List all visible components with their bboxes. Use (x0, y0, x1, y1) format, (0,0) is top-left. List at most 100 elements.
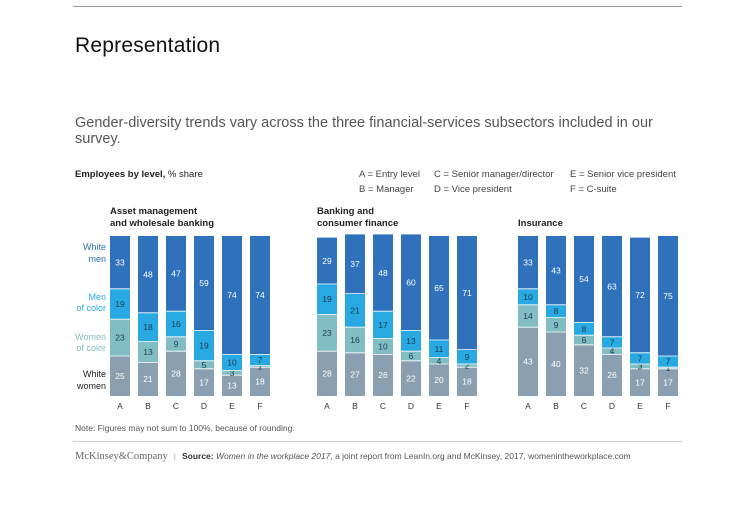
bar-segment-2-D-women-of-color (401, 351, 421, 361)
data-label-2-A-men-of-color: 19 (322, 294, 332, 304)
data-label-1-A-men-of-color: 19 (115, 299, 125, 309)
bar-segment-1-E-men-of-color (222, 354, 242, 371)
legend-d: D = Vice president (434, 184, 512, 195)
bar-segment-2-B-men-of-color (345, 293, 365, 328)
x-tick-2-B: B (352, 401, 358, 411)
bar-segment-2-E-white-men (429, 236, 449, 340)
bar-segment-2-E-women-of-color (429, 357, 449, 364)
bar-segment-2-F-white-women (457, 367, 477, 396)
data-label-3-E-women-of-color: 3 (638, 361, 643, 371)
footer: McKinsey&Company | Source: Women in the wo… (75, 451, 631, 462)
data-label-1-F-women-of-color: 1 (258, 361, 263, 371)
data-label-2-E-white-men: 65 (434, 283, 444, 293)
bar-segment-1-B-women-of-color (138, 341, 158, 363)
data-label-3-C-men-of-color: 8 (582, 324, 587, 334)
series-label-white-men: White (83, 242, 106, 252)
x-tick-1-D: D (201, 401, 207, 411)
series-label-women-of-color: Women (75, 332, 106, 342)
bar-segment-2-A-white-men (317, 237, 337, 284)
bar-segment-1-B-white-men (138, 236, 158, 313)
data-label-3-F-women-of-color: 1 (666, 363, 671, 373)
data-label-2-F-women-of-color: 2 (465, 361, 470, 371)
bar-segment-1-D-men-of-color (194, 330, 214, 361)
legend-c: C = Senior manager/director (434, 169, 554, 180)
bar-segment-2-D-men-of-color (401, 330, 421, 352)
mckinsey-logo: McKinsey&Company (75, 451, 168, 462)
bar-segment-1-F-white-men (250, 236, 270, 355)
footer-rule (73, 441, 682, 442)
data-label-1-D-women-of-color: 5 (202, 360, 207, 370)
bar-segment-2-B-women-of-color (345, 327, 365, 353)
bar-segment-3-D-white-women (602, 354, 622, 396)
bar-segment-3-C-men-of-color (574, 322, 594, 336)
data-label-1-A-white-men: 33 (115, 257, 125, 267)
series-label-white-women: White (83, 369, 106, 379)
data-label-2-A-women-of-color: 23 (322, 328, 332, 338)
bar-segment-1-F-white-women (250, 367, 270, 396)
data-label-1-E-men-of-color: 10 (227, 357, 237, 367)
data-label-3-B-white-men: 43 (551, 265, 561, 275)
data-label-1-A-women-of-color: 23 (115, 333, 125, 343)
data-label-2-C-white-women: 26 (378, 370, 388, 380)
panel-title-2-line2: consumer finance (317, 218, 398, 229)
series-label-white-women-line2: women (76, 381, 106, 391)
data-label-2-B-women-of-color: 16 (350, 335, 360, 345)
data-label-1-C-men-of-color: 16 (171, 319, 181, 329)
data-label-3-A-women-of-color: 14 (523, 311, 533, 321)
data-label-2-A-white-women: 28 (322, 369, 332, 379)
y-axis-label-rest: % share (165, 169, 203, 180)
x-tick-1-B: B (145, 401, 151, 411)
data-label-1-B-men-of-color: 18 (143, 322, 153, 332)
bar-segment-3-C-white-women (574, 344, 594, 396)
bar-segment-3-F-men-of-color (658, 356, 678, 368)
data-label-1-F-white-men: 74 (255, 290, 265, 300)
data-label-1-B-white-women: 21 (143, 374, 153, 384)
series-label-women-of-color-line2: of color (76, 343, 106, 353)
data-label-3-F-men-of-color: 7 (666, 357, 671, 367)
series-label-men-of-color-line2: of color (76, 303, 106, 313)
bar-segment-2-E-white-women (429, 364, 449, 396)
bar-segment-3-B-white-men (546, 236, 566, 305)
panel-title-1: Asset management (110, 206, 198, 217)
panel-title-1-line2: and wholesale banking (110, 218, 214, 229)
bar-segment-1-A-men-of-color (110, 288, 130, 320)
data-label-3-B-women-of-color: 9 (554, 320, 559, 330)
data-label-1-E-women-of-color: 3 (230, 368, 235, 378)
data-label-1-A-white-women: 25 (115, 371, 125, 381)
data-label-3-C-white-men: 54 (579, 274, 589, 284)
x-tick-2-C: C (380, 401, 386, 411)
data-label-1-E-white-men: 74 (227, 290, 237, 300)
bar-segment-3-E-white-men (630, 237, 650, 353)
bar-segment-1-E-white-men (222, 236, 242, 355)
data-label-3-E-white-women: 17 (635, 377, 645, 387)
bar-segment-1-D-white-women (194, 368, 214, 396)
data-label-2-F-men-of-color: 9 (465, 352, 470, 362)
legend-e: E = Senior vice president (570, 169, 676, 180)
data-label-3-F-white-women: 17 (663, 377, 673, 387)
y-axis-label-bold: Employees by level, (75, 169, 166, 180)
data-label-2-D-men-of-color: 13 (406, 336, 416, 346)
data-label-2-F-white-men: 71 (462, 288, 472, 298)
data-label-1-D-white-women: 17 (199, 377, 209, 387)
data-label-3-D-men-of-color: 7 (610, 337, 615, 347)
bar-segment-3-F-white-women (658, 368, 678, 396)
x-tick-3-A: A (525, 401, 531, 411)
data-label-3-C-white-women: 32 (579, 365, 589, 375)
x-tick-3-F: F (665, 401, 670, 411)
bar-segment-2-F-women-of-color (457, 364, 477, 368)
x-tick-1-C: C (173, 401, 179, 411)
top-rule (73, 6, 682, 7)
bar-segment-2-E-men-of-color (429, 340, 449, 358)
x-tick-1-F: F (257, 401, 262, 411)
data-label-3-B-men-of-color: 8 (554, 306, 559, 316)
data-label-3-D-women-of-color: 4 (610, 346, 615, 356)
bar-segment-2-A-white-women (317, 351, 337, 396)
bar-segment-2-A-women-of-color (317, 314, 337, 352)
data-label-3-E-men-of-color: 7 (638, 353, 643, 363)
legend-f: F = C-suite (570, 184, 617, 195)
bar-segment-1-A-white-men (110, 236, 130, 289)
bar-segment-3-F-women-of-color (658, 367, 678, 369)
bar-segment-3-E-white-women (630, 368, 650, 396)
data-label-2-B-white-women: 27 (350, 369, 360, 379)
